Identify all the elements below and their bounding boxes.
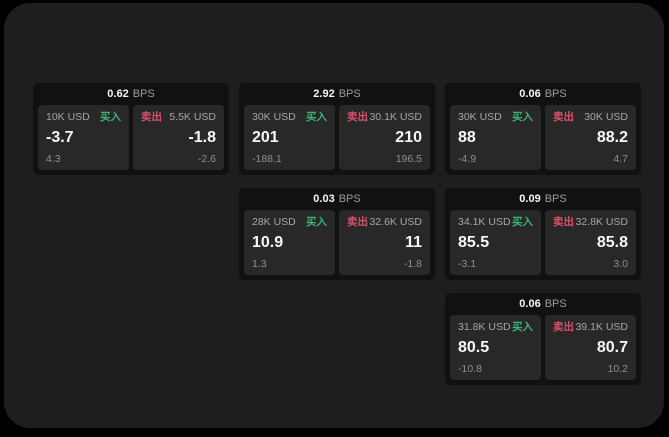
bps-value: 0.06: [519, 88, 541, 100]
buy-panel[interactable]: 30K USD 买入 201 -188.1: [244, 105, 335, 170]
buy-price: 88: [458, 129, 476, 146]
sell-side-label: 卖出: [553, 321, 574, 333]
buy-panel[interactable]: 30K USD 买入 88 -4.9: [450, 105, 541, 170]
sell-price: 80.7: [596, 339, 628, 356]
sell-change: 196.5: [395, 152, 422, 165]
quote-panels: 10K USD 买入 -3.7 4.3 卖出 5.5K USD -1.8 -2.…: [33, 105, 229, 175]
buy-side-label: 买入: [512, 321, 533, 333]
buy-panel[interactable]: 28K USD 买入 10.9 1.3: [244, 210, 335, 275]
sell-side-label: 卖出: [553, 111, 574, 123]
sell-change: -2.6: [197, 152, 216, 165]
sell-price: 210: [395, 129, 422, 146]
bps-unit-label: BPS: [338, 88, 361, 100]
card-header: 0.06 BPS: [445, 83, 641, 105]
bps-unit-label: BPS: [544, 193, 567, 205]
buy-price: -3.7: [46, 129, 74, 146]
sell-change: -1.8: [403, 257, 422, 270]
buy-side-label: 买入: [306, 111, 327, 123]
sell-side-label: 卖出: [347, 216, 368, 228]
buy-change: 1.3: [252, 257, 267, 270]
buy-price: 10.9: [252, 234, 284, 251]
buy-amount: 10K USD: [46, 111, 90, 123]
card-header: 0.62 BPS: [33, 83, 229, 105]
quote-card: 0.62 BPS 10K USD 买入 -3.7 4.3 卖出 5.5K USD…: [33, 83, 229, 175]
sell-amount: 32.6K USD: [369, 216, 422, 228]
quote-card: 2.92 BPS 30K USD 买入 201 -188.1 卖出 30.1K …: [239, 83, 435, 175]
sell-panel[interactable]: 卖出 39.1K USD 80.7 10.2: [545, 315, 636, 380]
sell-panel[interactable]: 卖出 32.8K USD 85.8 3.0: [545, 210, 636, 275]
quote-panels: 30K USD 买入 88 -4.9 卖出 30K USD 88.2 4.7: [445, 105, 641, 175]
bps-value: 0.62: [107, 88, 129, 100]
sell-amount: 39.1K USD: [575, 321, 628, 333]
sell-amount: 32.8K USD: [575, 216, 628, 228]
bps-unit-label: BPS: [544, 298, 567, 310]
sell-change: 10.2: [607, 362, 628, 375]
bps-value: 0.06: [519, 298, 541, 310]
sell-panel[interactable]: 卖出 30.1K USD 210 196.5: [339, 105, 430, 170]
card-header: 0.06 BPS: [445, 293, 641, 315]
quote-panels: 30K USD 买入 201 -188.1 卖出 30.1K USD 210 1…: [239, 105, 435, 175]
buy-side-label: 买入: [306, 216, 327, 228]
quote-card: 0.06 BPS 30K USD 买入 88 -4.9 卖出 30K USD 8…: [445, 83, 641, 175]
buy-panel[interactable]: 34.1K USD 买入 85.5 -3.1: [450, 210, 541, 275]
buy-side-label: 买入: [100, 111, 121, 123]
quote-panels: 31.8K USD 买入 80.5 -10.8 卖出 39.1K USD 80.…: [445, 315, 641, 385]
buy-side-label: 买入: [512, 111, 533, 123]
buy-change: 4.3: [46, 152, 61, 165]
buy-change: -4.9: [458, 152, 477, 165]
buy-price: 85.5: [458, 234, 490, 251]
sell-side-label: 卖出: [553, 216, 574, 228]
bps-value: 2.92: [313, 88, 335, 100]
buy-panel[interactable]: 31.8K USD 买入 80.5 -10.8: [450, 315, 541, 380]
buy-change: -10.8: [458, 362, 482, 375]
sell-change: 4.7: [613, 152, 628, 165]
card-header: 0.09 BPS: [445, 188, 641, 210]
sell-amount: 30.1K USD: [369, 111, 422, 123]
bps-unit-label: BPS: [132, 88, 155, 100]
sell-amount: 30K USD: [584, 111, 628, 123]
bps-unit-label: BPS: [338, 193, 361, 205]
buy-amount: 28K USD: [252, 216, 296, 228]
quote-panels: 34.1K USD 买入 85.5 -3.1 卖出 32.8K USD 85.8…: [445, 210, 641, 280]
sell-change: 3.0: [613, 257, 628, 270]
bps-value: 0.09: [519, 193, 541, 205]
sell-price: -1.8: [188, 129, 216, 146]
sell-panel[interactable]: 卖出 32.6K USD 11 -1.8: [339, 210, 430, 275]
buy-amount: 30K USD: [458, 111, 502, 123]
buy-amount: 31.8K USD: [458, 321, 511, 333]
quote-card: 0.06 BPS 31.8K USD 买入 80.5 -10.8 卖出 39.1…: [445, 293, 641, 385]
buy-price: 201: [252, 129, 279, 146]
quote-card: 0.03 BPS 28K USD 买入 10.9 1.3 卖出 32.6K US…: [239, 188, 435, 280]
buy-amount: 30K USD: [252, 111, 296, 123]
sell-panel[interactable]: 卖出 30K USD 88.2 4.7: [545, 105, 636, 170]
bps-value: 0.03: [313, 193, 335, 205]
card-header: 2.92 BPS: [239, 83, 435, 105]
sell-side-label: 卖出: [141, 111, 162, 123]
sell-price: 85.8: [596, 234, 628, 251]
sell-panel[interactable]: 卖出 5.5K USD -1.8 -2.6: [133, 105, 224, 170]
sell-price: 11: [405, 234, 422, 251]
buy-panel[interactable]: 10K USD 买入 -3.7 4.3: [38, 105, 129, 170]
sell-side-label: 卖出: [347, 111, 368, 123]
buy-change: -3.1: [458, 257, 477, 270]
quote-panels: 28K USD 买入 10.9 1.3 卖出 32.6K USD 11 -1.8: [239, 210, 435, 280]
sell-price: 88.2: [596, 129, 628, 146]
buy-change: -188.1: [252, 152, 282, 165]
card-header: 0.03 BPS: [239, 188, 435, 210]
buy-amount: 34.1K USD: [458, 216, 511, 228]
quote-card: 0.09 BPS 34.1K USD 买入 85.5 -3.1 卖出 32.8K…: [445, 188, 641, 280]
buy-side-label: 买入: [512, 216, 533, 228]
buy-price: 80.5: [458, 339, 490, 356]
sell-amount: 5.5K USD: [169, 111, 216, 123]
bps-unit-label: BPS: [544, 88, 567, 100]
